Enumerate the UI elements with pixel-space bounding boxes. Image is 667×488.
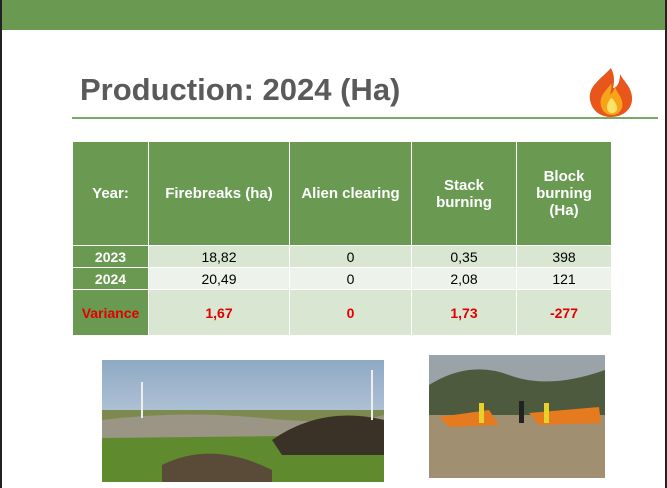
column-header: Alien clearing bbox=[290, 142, 412, 246]
row-label: 2023 bbox=[73, 246, 149, 268]
cell: 1,73 bbox=[412, 290, 517, 336]
column-header: Stack burning bbox=[412, 142, 517, 246]
cell: 20,49 bbox=[149, 268, 290, 290]
photo-firebreak bbox=[102, 360, 384, 482]
cell: -277 bbox=[517, 290, 612, 336]
slide: Production: 2024 (Ha) Year:Firebreaks (h… bbox=[0, 0, 667, 488]
cell: 2,08 bbox=[412, 268, 517, 290]
cell: 0,35 bbox=[412, 246, 517, 268]
cell: 0 bbox=[290, 246, 412, 268]
title-rule bbox=[72, 117, 658, 119]
slide-title: Production: 2024 (Ha) bbox=[80, 72, 400, 108]
top-band bbox=[2, 0, 665, 30]
row-label: Variance bbox=[73, 290, 149, 336]
cell: 18,82 bbox=[149, 246, 290, 268]
row-label: 2024 bbox=[73, 268, 149, 290]
cell: 121 bbox=[517, 268, 612, 290]
column-header: Firebreaks (ha) bbox=[149, 142, 290, 246]
column-header: Year: bbox=[73, 142, 149, 246]
photo-burning bbox=[429, 355, 605, 478]
cell: 1,67 bbox=[149, 290, 290, 336]
fire-icon bbox=[580, 66, 642, 118]
cell: 398 bbox=[517, 246, 612, 268]
cell: 0 bbox=[290, 268, 412, 290]
column-header: Block burning (Ha) bbox=[517, 142, 612, 246]
cell: 0 bbox=[290, 290, 412, 336]
